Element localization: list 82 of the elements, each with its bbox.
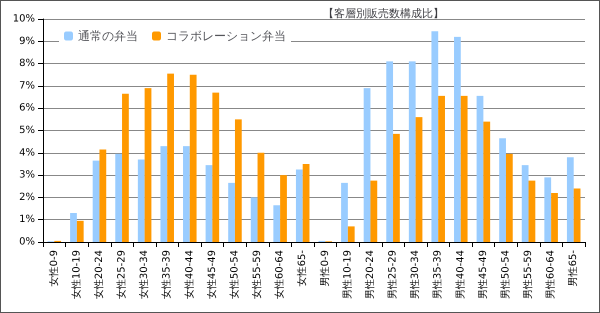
x-tick-label: 男性25-29: [386, 250, 399, 300]
x-tick-label: 男性50-54: [499, 250, 512, 300]
x-tick-label: 女性30-34: [138, 250, 150, 300]
bar: [574, 188, 580, 242]
bar: [566, 157, 574, 242]
bar: [544, 177, 552, 242]
bar: [273, 205, 280, 242]
x-tick-label: 女性55-59: [251, 250, 264, 300]
x-tick-label: 男性60-64: [544, 250, 557, 300]
bar: [370, 180, 378, 242]
y-tick-label: 0%: [19, 236, 35, 248]
bar: [250, 197, 258, 242]
x-tick-label: 女性35-39: [160, 250, 173, 300]
bar: [258, 152, 264, 242]
bar: [76, 220, 84, 242]
bar: [454, 36, 461, 242]
x-tick-label: 男性10-19: [341, 250, 354, 300]
bar: [234, 119, 242, 242]
x-tick-label: 男性20-24: [364, 250, 376, 300]
bar: [183, 146, 190, 242]
bar: [499, 138, 506, 242]
x-tick-label: 男性65-: [567, 250, 580, 286]
bar: [280, 175, 287, 242]
x-tick-label: 男性30-34: [409, 250, 422, 300]
x-tick-label: 男性45-49: [476, 250, 489, 300]
y-tick-label: 10%: [12, 14, 35, 24]
y-tick-label: 3%: [19, 170, 35, 181]
bar: [167, 74, 174, 242]
y-tick-label: 1%: [19, 214, 35, 226]
bar: [460, 96, 468, 242]
y-tick-label: 7%: [19, 80, 35, 92]
x-tick-label: 女性10-19: [70, 250, 82, 300]
y-tick-label: 4%: [19, 147, 35, 158]
y-tick-label: 5%: [19, 125, 35, 136]
bar: [506, 154, 513, 242]
y-tick-label: 2%: [19, 192, 35, 203]
bar: [364, 88, 370, 242]
bar: [190, 74, 197, 242]
bar: [431, 31, 438, 242]
x-tick-label: 男性35-39: [432, 250, 444, 300]
bar: [228, 182, 235, 242]
bar: [438, 96, 445, 242]
bar: [296, 170, 303, 242]
y-tick-label: 8%: [19, 58, 35, 70]
bar: [144, 88, 152, 242]
x-tick-label: 女性45-49: [206, 250, 218, 300]
bar: [522, 165, 529, 242]
bar: [476, 96, 484, 242]
bar: [393, 134, 400, 242]
bar: [70, 213, 77, 242]
bar: [528, 180, 536, 242]
x-tick-label: 女性65-: [296, 250, 308, 286]
bar: [206, 165, 212, 242]
x-tick-label: 女性0-9: [48, 250, 60, 286]
x-tick-label: 女性60-64: [274, 250, 286, 300]
legend-label: 通常の弁当: [78, 29, 138, 43]
x-tick-label: 女性25-29: [116, 250, 128, 300]
x-tick-label: 男性55-59: [522, 250, 534, 300]
bar: [212, 92, 220, 242]
legend-label: コラボレーション弁当: [166, 29, 286, 43]
x-tick-label: 女性40-44: [183, 250, 196, 300]
bar: [341, 182, 348, 242]
bar: [416, 117, 422, 242]
bar: [408, 61, 416, 242]
bar: [160, 146, 168, 242]
chart-title: 【客層別販売数構成比】: [323, 7, 444, 20]
x-tick-label: 女性20-24: [92, 250, 105, 300]
bar: [115, 154, 122, 242]
bar: [348, 226, 355, 242]
bar: [551, 192, 558, 242]
bar: [386, 61, 394, 242]
y-tick-label: 6%: [19, 102, 35, 114]
y-tick-label: 9%: [19, 36, 35, 47]
bar: [122, 94, 129, 242]
x-tick-label: 男性0-9: [318, 250, 331, 286]
x-tick-label: 女性50-54: [228, 250, 240, 300]
x-tick-label: 男性40-44: [454, 250, 466, 300]
bar: [483, 122, 490, 242]
bar: [92, 160, 100, 242]
bar: [138, 159, 145, 242]
bar: [99, 149, 106, 242]
bar: [302, 164, 310, 242]
